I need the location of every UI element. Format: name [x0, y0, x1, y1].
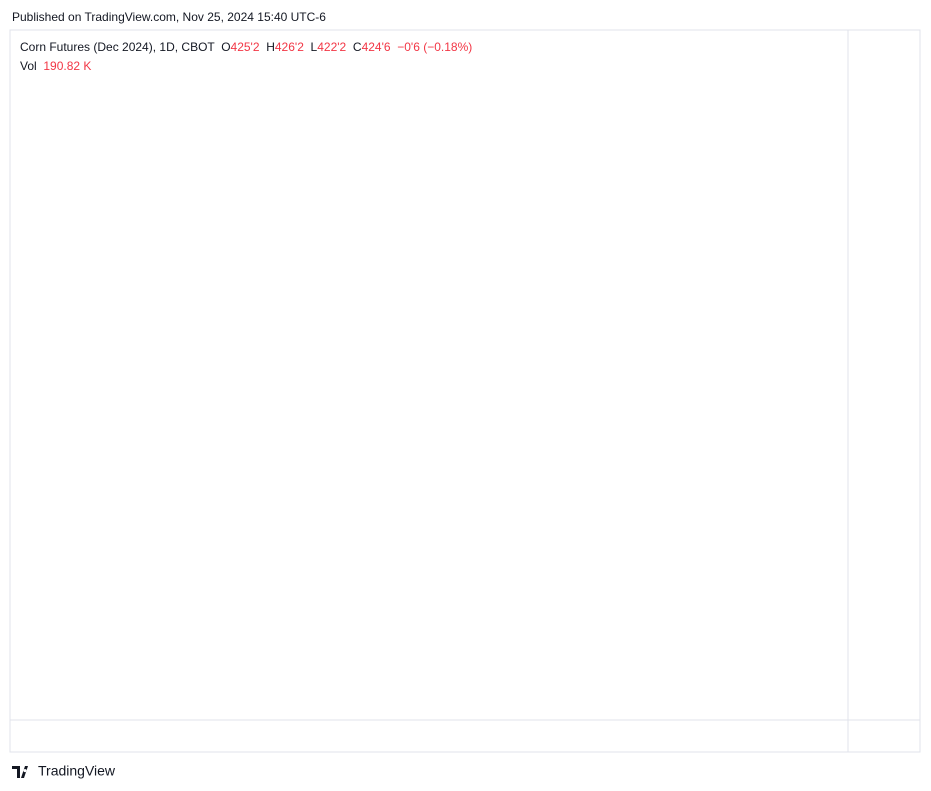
volume-value: 190.82 K — [43, 59, 92, 73]
volume-row: Vol 190.82 K — [20, 59, 91, 73]
change: −0'6 (−0.18%) — [397, 40, 473, 54]
chart-frame — [9, 29, 921, 753]
field-key: L — [310, 40, 318, 54]
field-value: 426'2 — [274, 40, 304, 54]
field-key: H — [266, 40, 275, 54]
field-value: 425'2 — [230, 40, 260, 54]
published: Published on TradingView.com, Nov 25, 20… — [12, 10, 326, 24]
ohlc-fields: O425'2 H426'2 L422'2 C424'6 — [215, 40, 391, 54]
field-key: O — [221, 40, 231, 54]
brand: TradingView — [38, 763, 116, 779]
field-value: 422'2 — [317, 40, 347, 54]
legend-row: Corn Futures (Dec 2024), 1D, CBOT O425'2… — [20, 40, 472, 54]
field-key: C — [352, 40, 362, 54]
symbol: Corn Futures (Dec 2024), 1D, CBOT — [20, 40, 215, 54]
logo — [12, 766, 28, 778]
volume-key: Vol — [20, 59, 37, 73]
field-value: 424'6 — [361, 40, 391, 54]
